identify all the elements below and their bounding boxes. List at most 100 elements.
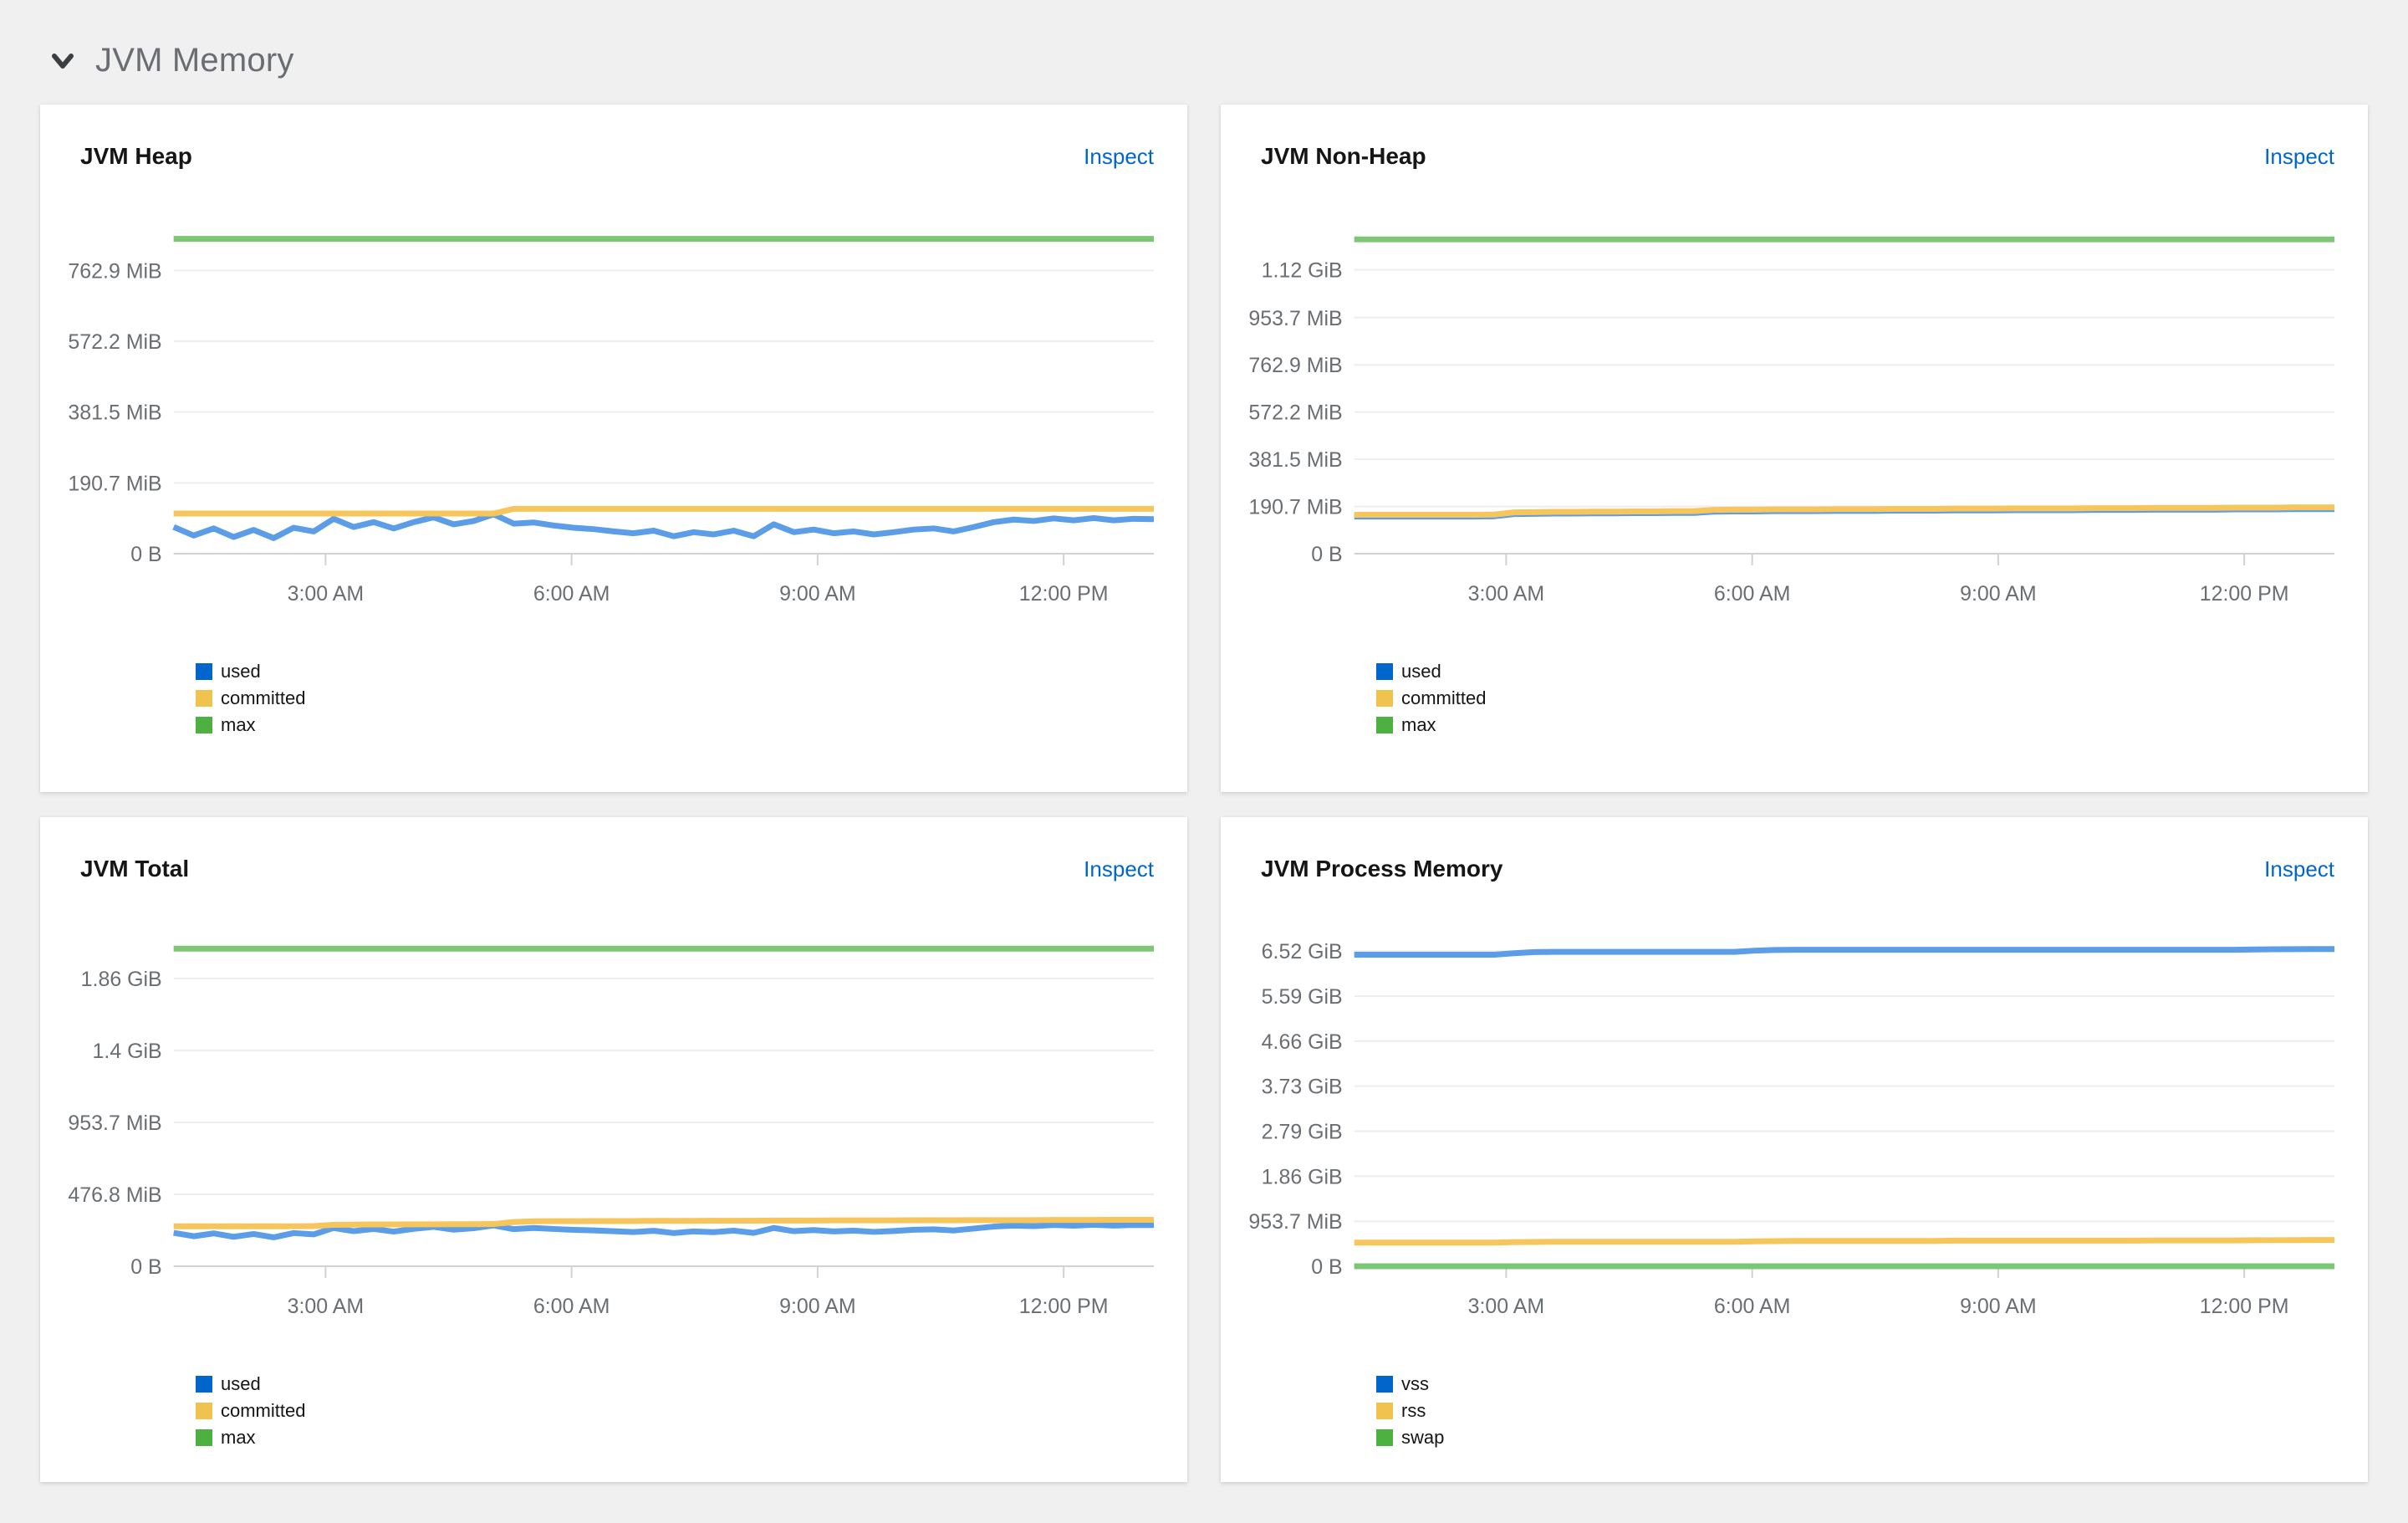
chart-jvm-non-heap: 1.12 GiB 953.7 MiB 762.9 MiB 572.2 MiB 381.5…	[1229, 200, 2334, 739]
section-title: JVM Memory	[95, 42, 294, 79]
legend-label: max	[221, 713, 256, 735]
chart-jvm-total: 1.86 GiB 1.4 GiB 953.7 MiB 476.8 MiB 0 B 3:00…	[48, 912, 1154, 1451]
legend-swatch	[196, 689, 212, 707]
svg-text:572.2 MiB: 572.2 MiB	[68, 330, 161, 354]
legend-item: rss	[1376, 1398, 2334, 1424]
chart-jvm-process-memory: 6.52 GiB 5.59 GiB 4.66 GiB 3.73 GiB 2.79 GiB…	[1229, 912, 2334, 1451]
svg-text:3:00 AM: 3:00 AM	[1468, 582, 1545, 606]
legend-item: max	[1376, 712, 2334, 739]
legend-label: swap	[1401, 1426, 1445, 1448]
chart-canvas: 762.9 MiB 572.2 MiB 381.5 MiB 190.7 MiB 0 B 3…	[68, 236, 1154, 606]
svg-text:381.5 MiB: 381.5 MiB	[1248, 448, 1342, 472]
svg-text:476.8 MiB: 476.8 MiB	[68, 1183, 161, 1207]
svg-text:1.12 GiB: 1.12 GiB	[1262, 259, 1343, 283]
svg-text:1.4 GiB: 1.4 GiB	[93, 1040, 162, 1063]
legend-label: rss	[1401, 1399, 1426, 1421]
inspect-link[interactable]: Inspect	[2264, 856, 2334, 882]
legend-item: used	[1376, 658, 2334, 685]
chart-jvm-heap: 762.9 MiB 572.2 MiB 381.5 MiB 190.7 MiB 0 B 3…	[48, 200, 1154, 739]
jvm-memory-section-toggle[interactable]: JVM Memory	[0, 0, 2408, 79]
legend-item: vss	[1376, 1371, 2334, 1398]
svg-text:6.52 GiB: 6.52 GiB	[1262, 940, 1343, 963]
legend-swatch	[196, 662, 212, 680]
legend-item: committed	[196, 685, 1154, 712]
legend-label: used	[221, 660, 261, 682]
legend-label: used	[221, 1372, 261, 1394]
svg-text:6:00 AM: 6:00 AM	[533, 1295, 610, 1318]
svg-text:0 B: 0 B	[1311, 543, 1342, 566]
legend-swatch	[1376, 1428, 1393, 1446]
legend-label: max	[221, 1426, 256, 1448]
svg-text:3:00 AM: 3:00 AM	[288, 1295, 365, 1318]
legend-swatch	[1376, 1402, 1393, 1419]
svg-text:572.2 MiB: 572.2 MiB	[1248, 401, 1342, 425]
chart-canvas: 1.12 GiB 953.7 MiB 762.9 MiB 572.2 MiB 381.5…	[1248, 236, 2334, 606]
svg-text:0 B: 0 B	[1311, 1255, 1342, 1279]
svg-text:953.7 MiB: 953.7 MiB	[68, 1112, 161, 1135]
legend-item: used	[196, 1371, 1154, 1398]
card-title: JVM Heap	[80, 143, 192, 169]
svg-text:381.5 MiB: 381.5 MiB	[68, 401, 161, 425]
legend-label: max	[1401, 713, 1436, 735]
inspect-link[interactable]: Inspect	[2264, 144, 2334, 169]
svg-text:762.9 MiB: 762.9 MiB	[68, 259, 161, 283]
inspect-link[interactable]: Inspect	[1084, 856, 1154, 882]
card-jvm-heap: JVM Heap Inspect 762.9 MiB 572.2 MiB 381.5…	[40, 105, 1187, 792]
card-jvm-total: JVM Total Inspect 1.86 GiB 1.4 GiB 953.7 M…	[40, 817, 1187, 1482]
chart-legend: used committed max	[1376, 658, 2334, 739]
legend-swatch	[1376, 662, 1393, 680]
svg-text:12:00 PM: 12:00 PM	[2200, 1295, 2289, 1318]
svg-text:190.7 MiB: 190.7 MiB	[68, 472, 161, 495]
chart-canvas: 1.86 GiB 1.4 GiB 953.7 MiB 476.8 MiB 0 B 3:00…	[68, 945, 1154, 1318]
legend-item: swap	[1376, 1424, 2334, 1451]
svg-text:0 B: 0 B	[130, 1255, 161, 1279]
svg-text:3:00 AM: 3:00 AM	[1468, 1295, 1545, 1318]
legend-item: max	[196, 1424, 1154, 1451]
card-title: JVM Process Memory	[1261, 856, 1503, 882]
svg-text:762.9 MiB: 762.9 MiB	[1248, 354, 1342, 377]
svg-text:1.86 GiB: 1.86 GiB	[81, 968, 162, 991]
svg-text:9:00 AM: 9:00 AM	[1960, 1295, 2037, 1318]
legend-swatch	[196, 1402, 212, 1419]
svg-text:4.66 GiB: 4.66 GiB	[1262, 1030, 1343, 1054]
svg-text:9:00 AM: 9:00 AM	[779, 1295, 856, 1318]
legend-label: used	[1401, 660, 1441, 682]
legend-label: committed	[221, 1399, 306, 1421]
svg-text:12:00 PM: 12:00 PM	[1019, 582, 1109, 606]
svg-text:3.73 GiB: 3.73 GiB	[1262, 1076, 1343, 1099]
svg-text:5.59 GiB: 5.59 GiB	[1262, 985, 1343, 1009]
svg-text:6:00 AM: 6:00 AM	[1714, 1295, 1791, 1318]
legend-item: max	[196, 712, 1154, 739]
svg-text:0 B: 0 B	[130, 543, 161, 566]
legend-swatch	[1376, 1375, 1393, 1393]
legend-item: committed	[196, 1398, 1154, 1424]
legend-item: used	[196, 658, 1154, 685]
card-jvm-process-memory: JVM Process Memory Inspect 6.52 GiB 5.59 …	[1221, 817, 2368, 1482]
svg-text:190.7 MiB: 190.7 MiB	[1248, 496, 1342, 519]
legend-swatch	[1376, 689, 1393, 707]
legend-label: committed	[221, 687, 306, 708]
legend-swatch	[196, 716, 212, 733]
svg-text:3:00 AM: 3:00 AM	[288, 582, 365, 606]
svg-text:2.79 GiB: 2.79 GiB	[1262, 1121, 1343, 1144]
svg-text:12:00 PM: 12:00 PM	[1019, 1295, 1109, 1318]
card-title: JVM Total	[80, 856, 190, 882]
inspect-link[interactable]: Inspect	[1084, 144, 1154, 169]
svg-text:12:00 PM: 12:00 PM	[2200, 582, 2289, 606]
legend-swatch	[196, 1375, 212, 1393]
svg-text:953.7 MiB: 953.7 MiB	[1248, 307, 1342, 330]
legend-swatch	[1376, 716, 1393, 733]
card-title: JVM Non-Heap	[1261, 143, 1426, 169]
svg-text:9:00 AM: 9:00 AM	[779, 582, 856, 606]
card-jvm-non-heap: JVM Non-Heap Inspect 1.12 GiB 953.7 MiB 76…	[1221, 105, 2368, 792]
svg-text:6:00 AM: 6:00 AM	[1714, 582, 1791, 606]
legend-item: committed	[1376, 685, 2334, 712]
legend-swatch	[196, 1428, 212, 1446]
chart-legend: used committed max	[196, 1371, 1154, 1451]
legend-label: committed	[1401, 687, 1487, 708]
chart-legend: used committed max	[196, 658, 1154, 739]
chart-card-grid: JVM Heap Inspect 762.9 MiB 572.2 MiB 381.5…	[40, 105, 2368, 1482]
svg-text:953.7 MiB: 953.7 MiB	[1248, 1210, 1342, 1234]
chart-legend: vss rss swap	[1376, 1371, 2334, 1451]
svg-text:9:00 AM: 9:00 AM	[1960, 582, 2037, 606]
